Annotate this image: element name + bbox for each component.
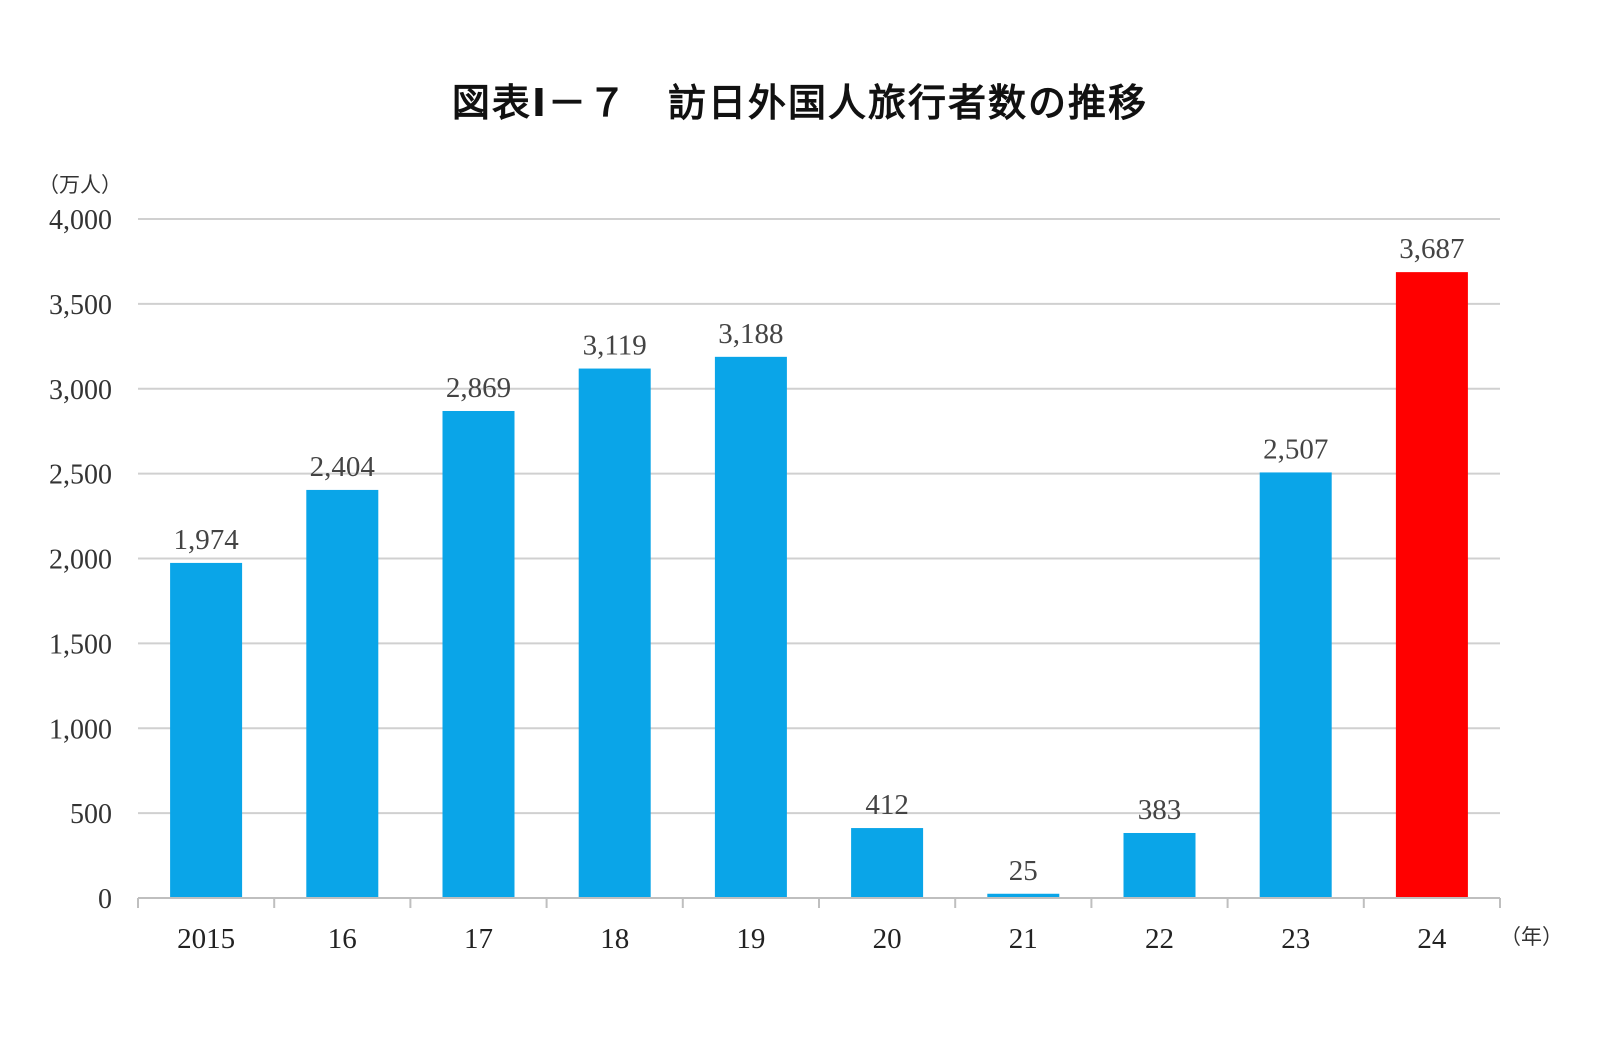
y-axis-ticks: 0 500 1,000 1,500 2,000 2,500 3,000 3,500 4,000 <box>49 205 112 915</box>
y-tick-label: 2,500 <box>49 460 112 491</box>
x-tick-label-2015: 2015 <box>177 923 235 955</box>
y-tick-label: 3,500 <box>49 290 112 321</box>
data-label-24: 3,687 <box>1399 233 1464 265</box>
x-axis: 2015 16 17 18 19 20 21 22 23 24 <box>137 897 1501 955</box>
bar-24 <box>1395 272 1468 899</box>
data-labels: 1,974 2,404 2,869 3,119 3,188 412 25 383 2,507 3,… <box>173 233 1464 887</box>
y-tick-label: 3,000 <box>49 375 112 406</box>
x-tick-label-21: 21 <box>1009 923 1038 955</box>
bars <box>170 272 1468 899</box>
y-tick-label: 1,000 <box>49 714 112 745</box>
y-tick-label: 500 <box>70 799 112 830</box>
y-tick-label: 1,500 <box>49 629 112 660</box>
bar-23 <box>1259 472 1332 898</box>
bar-18 <box>578 368 651 898</box>
bar-17 <box>442 410 515 898</box>
chart-title: 図表Ⅰ－７ 訪日外国人旅行者数の推移 <box>451 81 1149 125</box>
data-label-2015: 1,974 <box>173 524 239 556</box>
x-tick-label-17: 17 <box>464 923 493 955</box>
y-tick-label: 4,000 <box>49 205 112 236</box>
x-tick-label-19: 19 <box>736 923 765 955</box>
data-label-18: 3,119 <box>583 330 647 362</box>
bar-22 <box>1123 832 1196 898</box>
bar-20 <box>851 828 924 898</box>
x-tick-label-24: 24 <box>1417 923 1447 955</box>
data-label-19: 3,188 <box>718 318 783 350</box>
y-tick-label: 0 <box>98 884 112 915</box>
data-label-17: 2,869 <box>446 372 511 404</box>
bar-21 <box>987 893 1060 898</box>
data-label-20: 412 <box>865 789 909 821</box>
y-tick-label: 2,000 <box>49 545 112 576</box>
y-axis-unit-label: （万人） <box>38 173 122 197</box>
bar-19 <box>714 356 787 898</box>
data-label-21: 25 <box>1009 855 1038 887</box>
data-label-23: 2,507 <box>1263 433 1328 465</box>
x-tick-label-20: 20 <box>873 923 902 955</box>
data-label-22: 383 <box>1138 794 1182 826</box>
bar-2015 <box>170 562 243 898</box>
data-label-16: 2,404 <box>310 451 376 483</box>
x-tick-label-22: 22 <box>1145 923 1174 955</box>
x-tick-label-23: 23 <box>1281 923 1310 955</box>
x-tick-label-18: 18 <box>600 923 629 955</box>
x-tick-label-16: 16 <box>328 923 357 955</box>
x-axis-unit-label: （年） <box>1500 925 1563 949</box>
bar-16 <box>306 489 379 898</box>
